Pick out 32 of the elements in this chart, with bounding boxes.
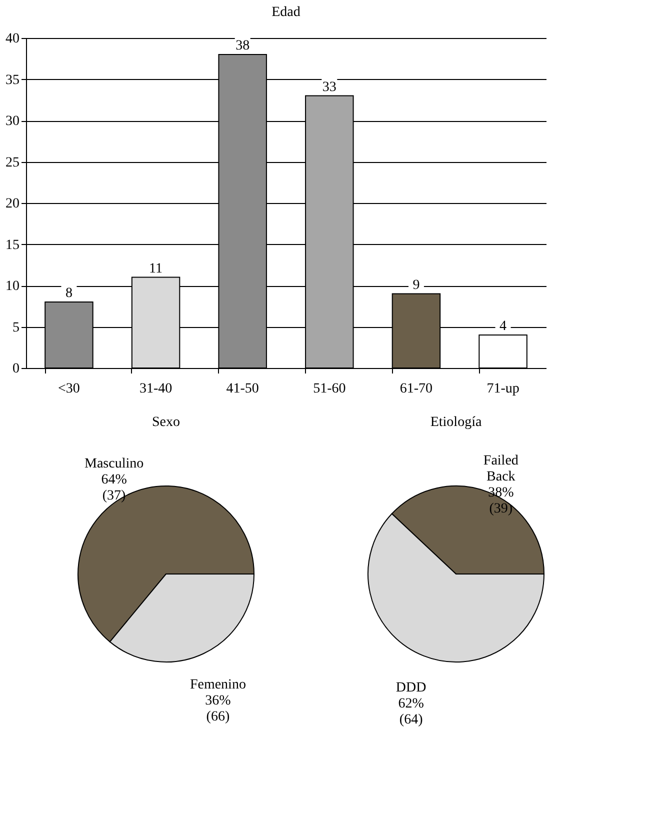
data-label: 4 xyxy=(500,319,507,334)
y-tick-label: 35 xyxy=(6,72,20,88)
y-tick-label: 5 xyxy=(12,320,20,336)
slice-label: DDD xyxy=(396,680,426,696)
y-tick-label: 30 xyxy=(6,114,20,129)
x-tick-label: 31-40 xyxy=(139,382,172,396)
slice-label: Masculino xyxy=(84,456,144,472)
chart-title: Edad xyxy=(272,5,300,20)
chart-title: Etiología xyxy=(430,415,482,430)
data-label: 8 xyxy=(65,286,72,301)
data-label: 38 xyxy=(236,38,250,54)
y-tick-label: 10 xyxy=(6,279,20,294)
data-label: 64% (37) xyxy=(101,472,128,504)
x-tick-label: <30 xyxy=(58,382,80,396)
data-label: 38% (39) xyxy=(488,486,514,517)
x-tick-label: 41-50 xyxy=(226,382,259,396)
y-tick-label: 25 xyxy=(6,155,20,170)
slice-label: Femenino xyxy=(190,677,246,692)
data-label: 36% (66) xyxy=(205,693,232,724)
data-label: 33 xyxy=(322,80,336,95)
y-tick-label: 20 xyxy=(6,196,20,212)
y-tick-label: 0 xyxy=(12,362,20,376)
slice-label: Failed Back xyxy=(483,454,518,485)
data-label: 11 xyxy=(149,261,163,276)
x-tick-label: 51-60 xyxy=(313,382,346,396)
x-tick-label: 71-up xyxy=(486,382,520,396)
x-tick-label: 61-70 xyxy=(400,382,433,396)
chart-title: Sexo xyxy=(152,415,180,430)
data-label: 62% (64) xyxy=(398,696,424,728)
y-tick-label: 40 xyxy=(6,32,20,46)
y-tick-label: 15 xyxy=(6,238,20,253)
data-label: 9 xyxy=(412,278,420,293)
